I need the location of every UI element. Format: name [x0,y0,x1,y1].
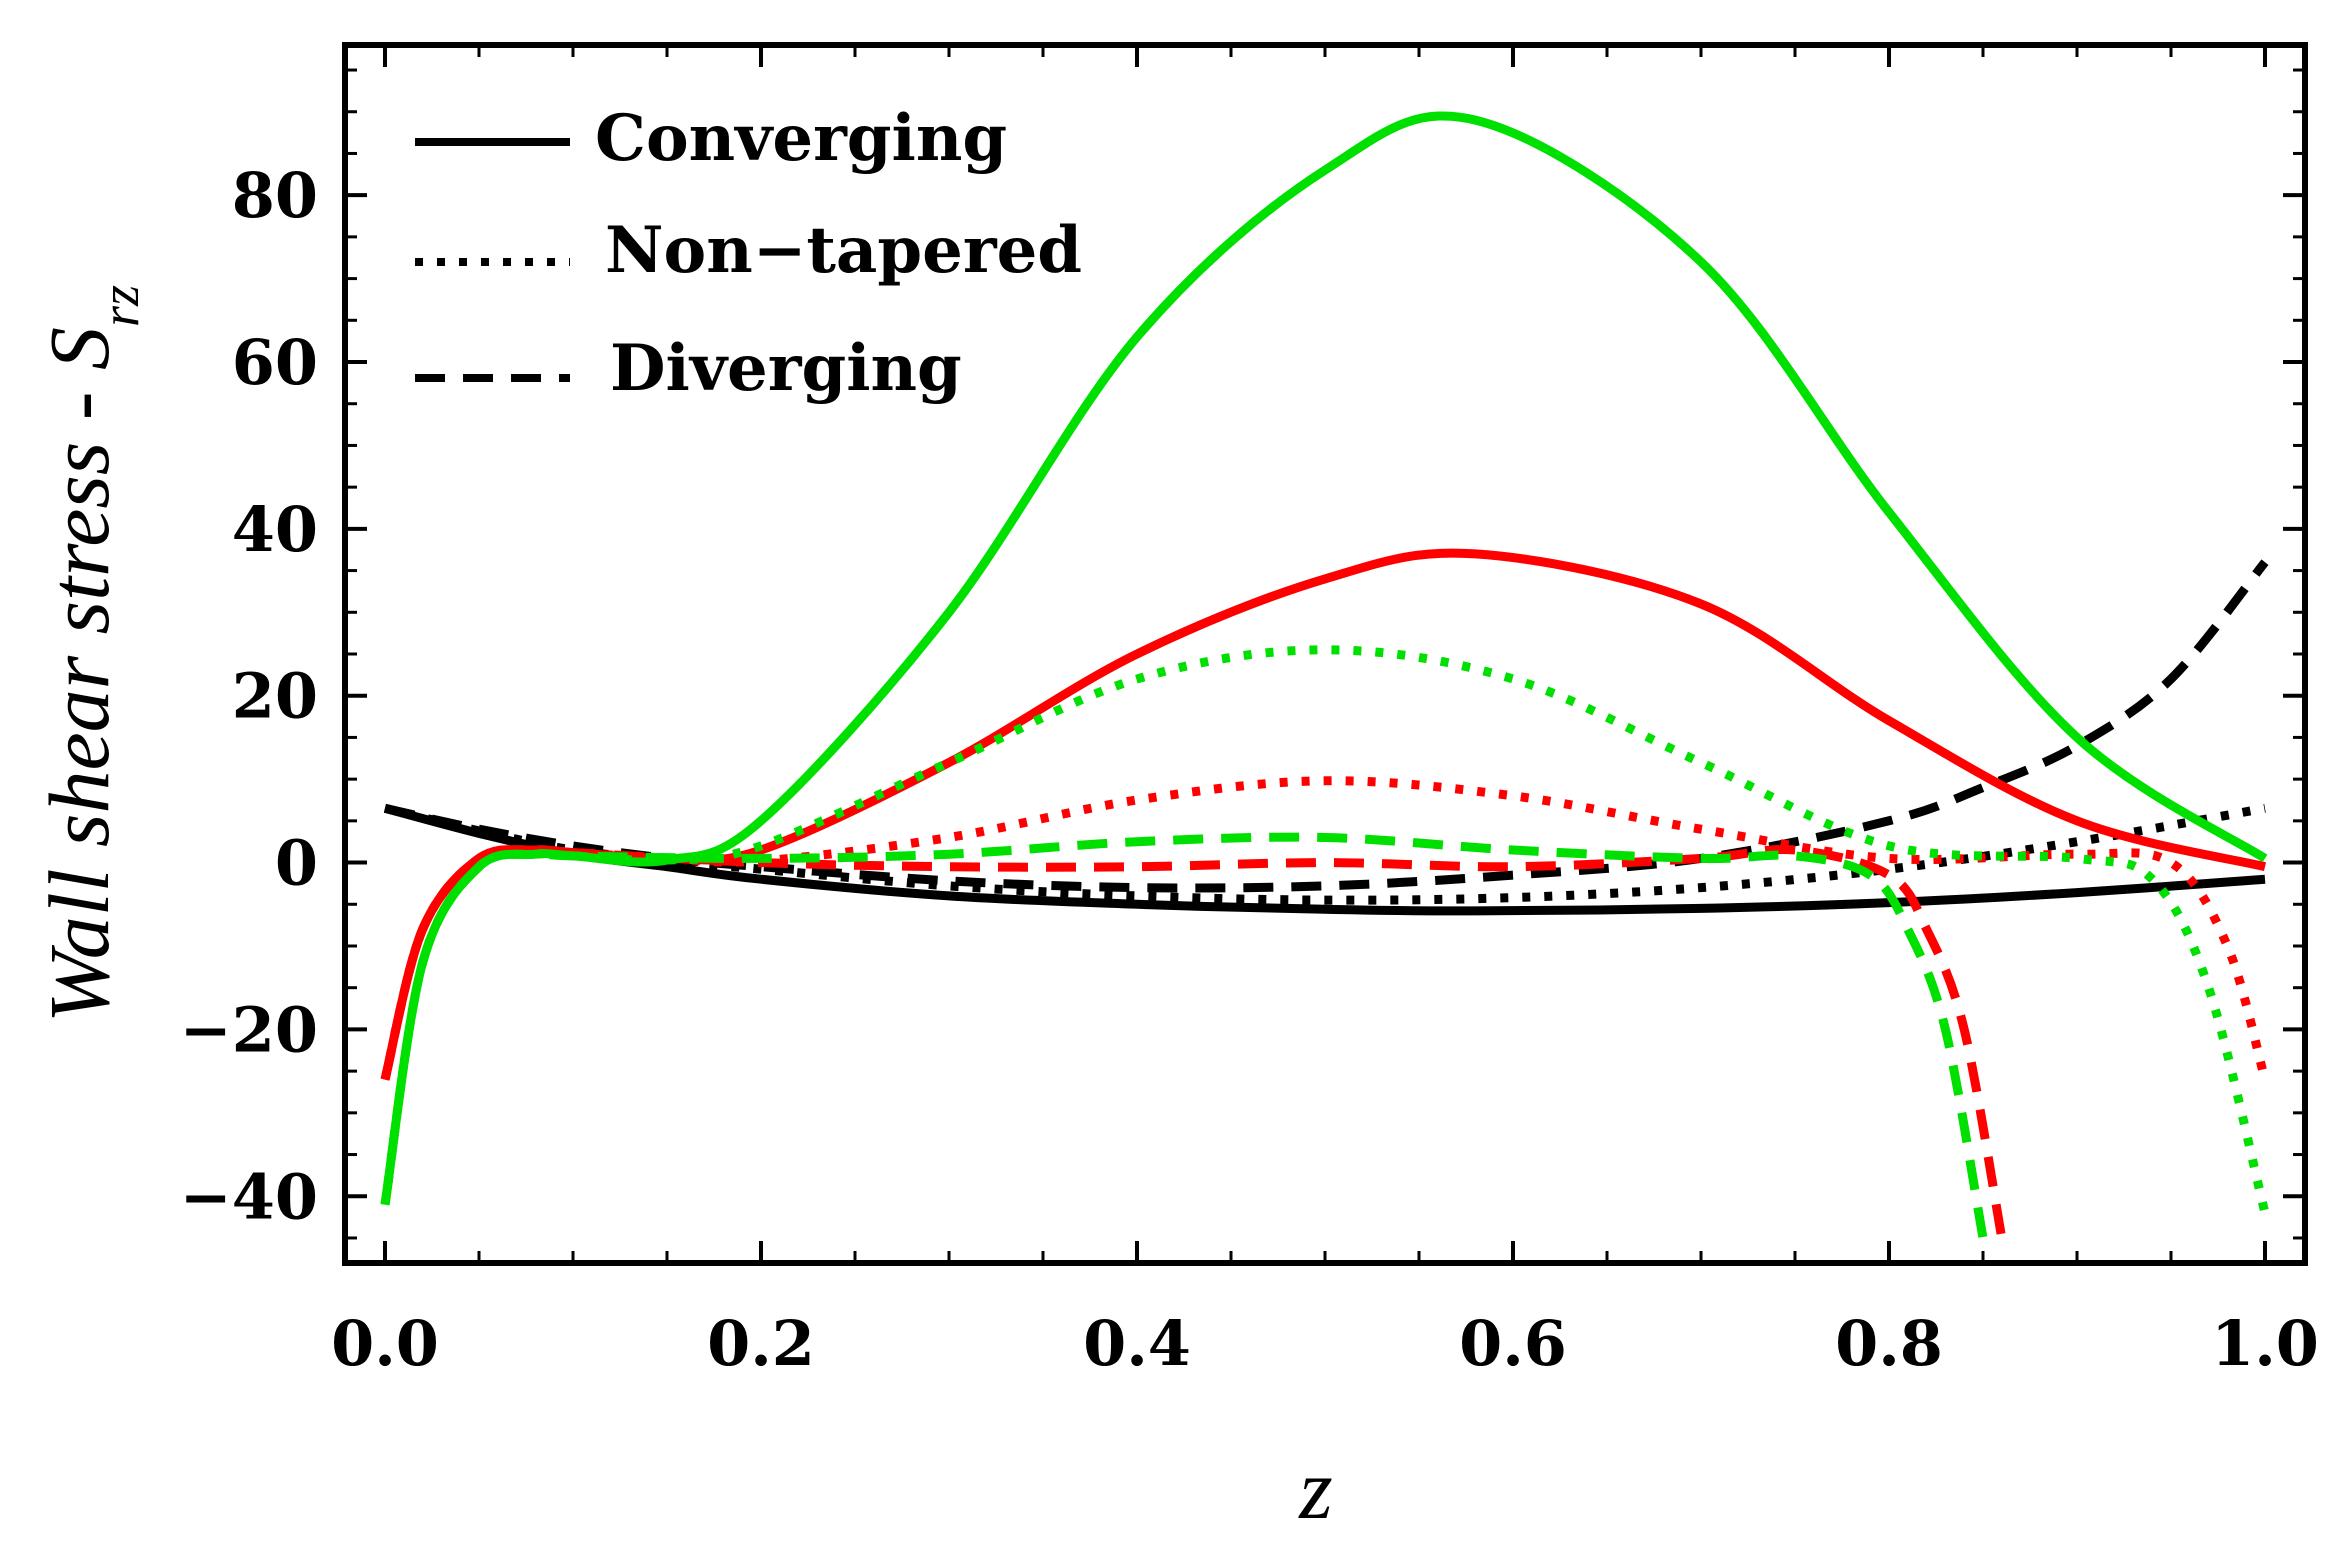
y-tick-label: −40 [180,1160,318,1233]
y-tick-label: 20 [232,660,318,733]
y-axis-title-main: Wall shear stress - [31,370,127,1023]
legend-label-diverging: Diverging [610,331,962,406]
x-tick-label: 0.2 [707,1307,815,1380]
y-tick-label: 80 [232,159,318,232]
legend-label-non-tapered: Non−tapered [605,213,1082,288]
series-line-red-nontapered [380,776,2270,1081]
x-tick-label: 0.4 [1083,1307,1191,1380]
y-tick-label: 0 [275,827,318,900]
legend-label-converging: Converging [595,101,1007,176]
series-line-green-nontapered [380,645,2270,1214]
x-tick-label: 0.8 [1835,1307,1943,1380]
y-tick-label: 40 [232,493,318,566]
x-tick-label: 0.6 [1459,1307,1567,1380]
x-tick-label: 0.0 [331,1307,439,1380]
x-tick-label: 1.0 [2211,1307,2319,1380]
axis-ticks: 0.0 0.2 0.4 0.6 0.8 1.0 −40 −20 0 20 40 60 80 [180,45,2319,1380]
series-lines [380,111,2270,1239]
series-line-green-diverging [380,832,1988,1239]
y-tick-label: 60 [232,326,318,399]
y-tick-label: −20 [180,993,318,1066]
y-axis-title-subscript: rz [90,285,150,327]
legend: Converging Non−tapered Diverging [415,101,1082,406]
y-axis-title-symbol: S [31,327,127,370]
x-axis-title: z [1298,1441,1332,1537]
y-axis-title: Wall shear stress - Srz [31,285,150,1023]
